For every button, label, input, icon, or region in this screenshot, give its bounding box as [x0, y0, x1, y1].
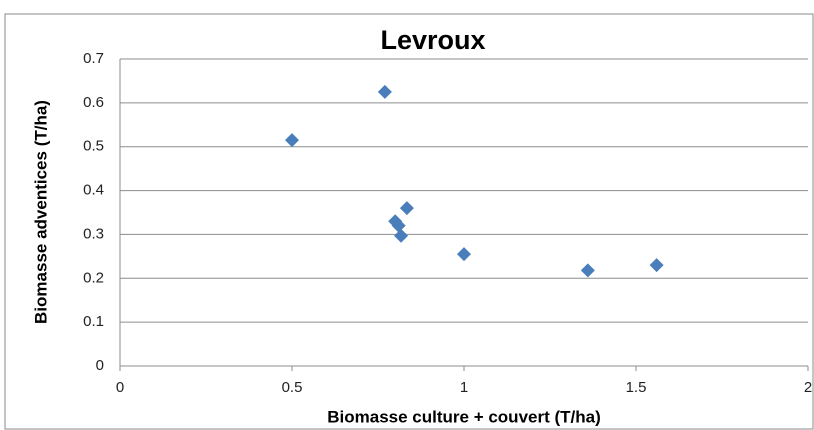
y-axis-title: Biomasse adventices (T/ha) [31, 100, 50, 324]
x-tick-label: 0 [116, 379, 124, 396]
y-tick-label: 0.4 [83, 182, 104, 199]
data-point [391, 218, 406, 233]
data-point [377, 84, 392, 99]
x-axis-title: Biomasse culture + couvert (T/ha) [327, 407, 601, 426]
y-tick-label: 0.5 [83, 138, 104, 155]
data-point [649, 258, 664, 273]
data-point [394, 228, 409, 243]
x-tick-label: 1 [460, 379, 468, 396]
data-point [580, 263, 595, 278]
data-point [285, 133, 299, 148]
chart-title: Levroux [380, 25, 485, 55]
y-tick-label: 0.7 [83, 50, 104, 67]
y-tick-label: 0.3 [83, 225, 104, 242]
x-tick-label: 1.5 [626, 379, 647, 396]
y-tick-label: 0.6 [83, 94, 104, 111]
chart-frame [4, 13, 814, 430]
data-point [457, 247, 471, 262]
x-tick-label: 0.5 [282, 379, 303, 396]
y-tick-label: 0.2 [83, 269, 104, 286]
y-tick-label: 0.1 [83, 313, 104, 330]
data-point [399, 201, 414, 216]
y-tick-label: 0 [96, 357, 104, 374]
x-tick-label: 2 [804, 379, 812, 396]
